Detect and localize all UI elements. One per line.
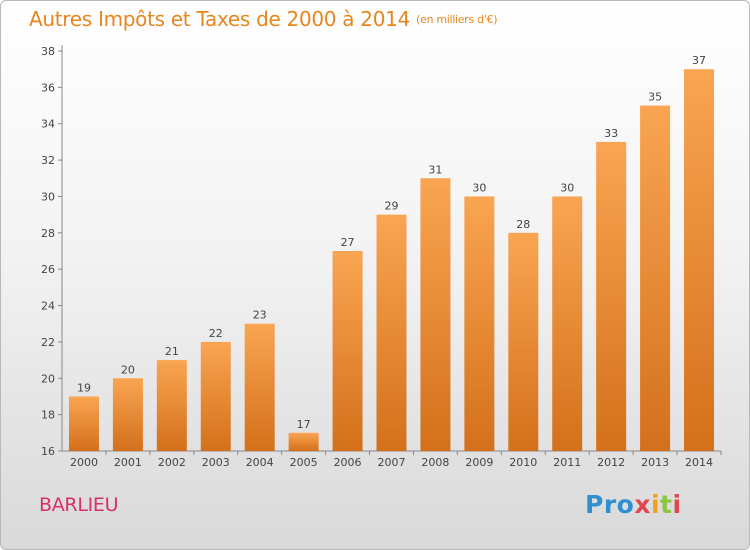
commune-name: BARLIEU	[39, 494, 119, 516]
bar-value-label: 33	[604, 127, 618, 140]
x-tick-label: 2009	[465, 456, 493, 469]
bar-value-label: 17	[297, 418, 311, 431]
bar	[508, 232, 539, 451]
x-tick-label: 2006	[334, 456, 362, 469]
bar	[244, 323, 275, 451]
bar-value-label: 28	[516, 218, 530, 231]
x-tick-label: 2000	[70, 456, 98, 469]
bar	[552, 196, 583, 451]
y-tick-label: 36	[41, 81, 55, 94]
logo-part-1: Pro	[585, 490, 635, 519]
logo-part-5: i	[672, 490, 682, 519]
logo-part-2: x	[634, 490, 651, 519]
bar	[112, 378, 143, 451]
bar-value-label: 19	[77, 381, 91, 394]
y-tick-label: 28	[41, 227, 55, 240]
bar-value-label: 23	[253, 309, 267, 322]
bar-value-label: 29	[385, 200, 399, 213]
y-tick-label: 18	[41, 409, 55, 422]
bar-value-label: 35	[648, 91, 662, 104]
bar	[332, 251, 363, 451]
chart-unit: (en milliers d'€)	[416, 13, 498, 26]
bar-value-label: 30	[560, 181, 574, 194]
x-tick-label: 2003	[202, 456, 230, 469]
bar	[464, 196, 495, 451]
x-tick-label: 2008	[421, 456, 449, 469]
bar-value-label: 20	[121, 363, 135, 376]
logo-part-3: i	[650, 490, 661, 519]
y-tick-label: 38	[41, 45, 55, 58]
proxiti-logo[interactable]: Proxiti	[585, 490, 682, 519]
bar-value-label: 21	[165, 345, 179, 358]
y-tick-label: 20	[41, 372, 55, 385]
bar	[684, 69, 715, 451]
bar	[200, 341, 231, 451]
x-tick-label: 2005	[290, 456, 318, 469]
x-tick-label: 2011	[553, 456, 581, 469]
x-tick-label: 2007	[378, 456, 406, 469]
y-tick-label: 30	[41, 190, 55, 203]
chart-title: Autres Impôts et Taxes de 2000 à 2014 (en…	[29, 7, 497, 31]
x-tick-label: 2010	[509, 456, 537, 469]
x-tick-label: 2001	[114, 456, 142, 469]
x-tick-label: 2012	[597, 456, 625, 469]
bar	[376, 214, 407, 451]
y-tick-label: 24	[41, 300, 55, 313]
x-tick-label: 2013	[641, 456, 669, 469]
bar-value-label: 31	[428, 163, 442, 176]
y-tick-label: 32	[41, 154, 55, 167]
bar	[68, 396, 99, 451]
y-tick-label: 34	[41, 118, 55, 131]
y-tick-label: 22	[41, 336, 55, 349]
bar-value-label: 30	[472, 181, 486, 194]
bar-value-label: 27	[341, 236, 355, 249]
chart-title-text: Autres Impôts et Taxes de 2000 à 2014	[29, 7, 410, 31]
bar-value-label: 22	[209, 327, 223, 340]
bar	[596, 141, 627, 451]
y-tick-label: 16	[41, 445, 55, 458]
bar	[420, 178, 451, 452]
y-tick-label: 26	[41, 263, 55, 276]
bar-value-label: 37	[692, 54, 706, 67]
bar	[156, 360, 187, 451]
x-tick-label: 2014	[685, 456, 713, 469]
logo-part-4: t	[660, 490, 673, 519]
x-tick-label: 2004	[246, 456, 274, 469]
bar	[640, 105, 671, 451]
bar	[288, 432, 319, 451]
x-tick-label: 2002	[158, 456, 186, 469]
